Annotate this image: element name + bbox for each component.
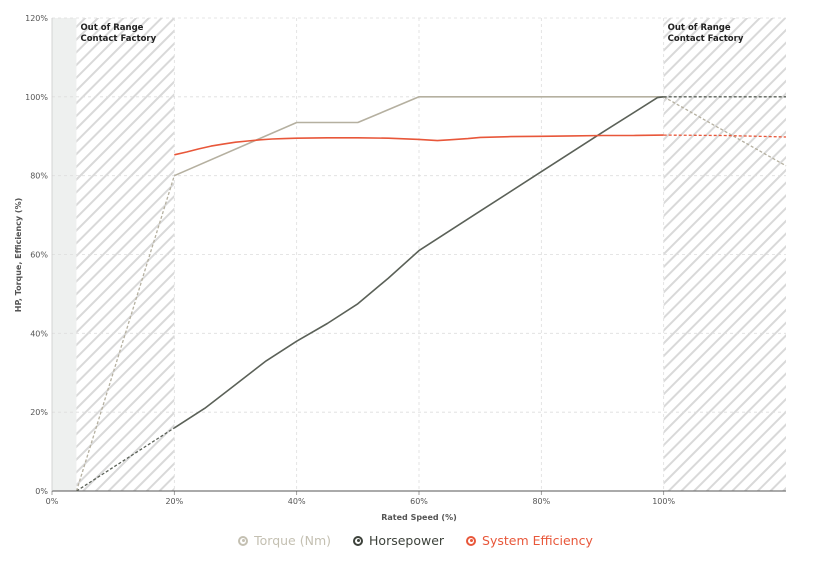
zone-label: Out of Range	[80, 23, 143, 33]
zone-label: Contact Factory	[668, 34, 744, 44]
line-chart: 0% 20% 40% 60% 80% 100% 120% 0% 20% 40% 60% 80% 100%…	[14, 14, 787, 522]
y-tick-label: 20%	[30, 408, 48, 417]
axes: 0% 20% 40% 60% 80% 100% 120% 0% 20% 40% 60% 80% 100%	[25, 14, 786, 506]
series-lines	[75, 96, 787, 492]
x-tick-label: 100%	[652, 497, 675, 506]
legend-item-horsepower[interactable]: Horsepower	[353, 533, 444, 548]
system-efficiency-line-solid	[174, 134, 664, 156]
legend-label: Horsepower	[369, 533, 445, 548]
y-tick-label: 60%	[30, 251, 48, 260]
system-efficiency-line-dashed	[663, 134, 787, 138]
y-tick-label: 0%	[35, 487, 48, 496]
x-axis-label: Rated Speed (%)	[381, 513, 457, 522]
y-tick-label: 40%	[30, 329, 48, 338]
y-tick-label: 120%	[25, 14, 48, 23]
y-tick-label: 80%	[30, 172, 48, 181]
x-tick-label: 20%	[165, 497, 183, 506]
x-tick-label: 40%	[288, 497, 306, 506]
x-tick-label: 0%	[46, 497, 59, 506]
horsepower-line-solid	[173, 96, 664, 429]
legend-item-system-efficiency[interactable]: System Efficiency	[466, 533, 593, 548]
efficiency-legend-icon	[466, 535, 477, 546]
zone-label: Contact Factory	[80, 34, 156, 44]
y-axis-label: HP, Torque, Efficiency (%)	[14, 198, 23, 312]
torque-nm-line-dashed	[663, 96, 787, 167]
x-tick-label: 60%	[410, 497, 428, 506]
x-tick-label: 80%	[532, 497, 550, 506]
y-tick-label: 100%	[25, 93, 48, 102]
legend-item-torque[interactable]: Torque (Nm)	[238, 533, 331, 548]
legend-label: System Efficiency	[482, 533, 593, 548]
legend: Torque (Nm) Horsepower System Efficiency	[0, 533, 831, 548]
zone-label: Out of Range	[668, 23, 731, 33]
legend-label: Torque (Nm)	[254, 533, 332, 548]
torque-legend-icon	[238, 535, 249, 546]
torque-nm-line-dashed	[75, 175, 175, 492]
horsepower-legend-icon	[353, 535, 364, 546]
horsepower-line-dashed	[76, 427, 175, 492]
